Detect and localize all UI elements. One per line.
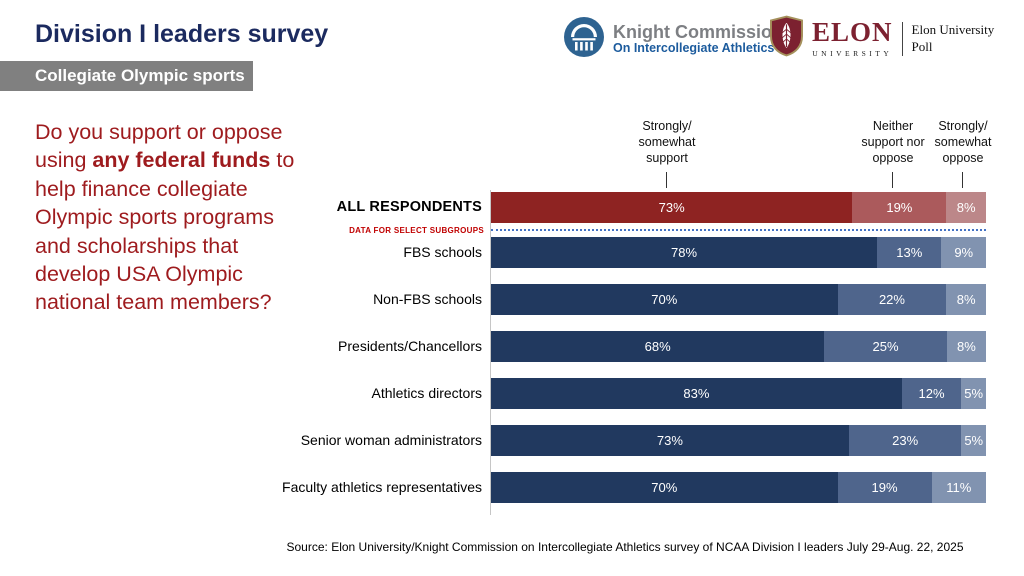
page-title: Division I leaders survey (35, 20, 329, 48)
bar-segment: 83% (491, 378, 902, 409)
knight-rotunda-icon (563, 16, 605, 63)
row-label: Non-FBS schools (373, 291, 482, 307)
source-note: Source: Elon University/Knight Commissio… (286, 540, 964, 554)
header-tick-oppose (962, 172, 963, 188)
bar-chart-rows: ALL RESPONDENTS 73% 19% 8% DATA FOR SELECT S… (0, 192, 986, 519)
question-pre: Do you support or oppose using (35, 120, 283, 173)
bar-row: ALL RESPONDENTS 73% 19% 8% (0, 192, 986, 223)
elon-name: ELON (812, 17, 893, 47)
row-label: ALL RESPONDENTS (336, 199, 482, 215)
knight-commission-logo: Knight Commission On Intercollegiate Ath… (563, 16, 783, 63)
bar-segment: 9% (941, 237, 986, 268)
bar-segment: 8% (946, 192, 986, 223)
stacked-bar: 78% 13% 9% (491, 237, 986, 268)
row-label: Senior woman administrators (300, 432, 482, 448)
stacked-bar: 70% 19% 11% (491, 472, 986, 503)
bar-segment: 22% (837, 284, 947, 315)
bar-segment: 68% (491, 331, 825, 362)
row-label: FBS schools (403, 244, 482, 260)
bar-segment: 70% (491, 284, 838, 315)
elon-poll-label: Elon University Poll (912, 22, 995, 56)
bar-segment: 19% (837, 472, 932, 503)
bar-segment: 70% (491, 472, 838, 503)
elon-university-poll-logo: ELON UNIVERSITY Elon University Poll (770, 15, 994, 62)
subgroup-divider-line (491, 229, 986, 231)
bar-segment: 13% (877, 237, 942, 268)
subgroup-divider: DATA FOR SELECT SUBGROUPS (0, 223, 986, 237)
stacked-bar: 70% 22% 8% (491, 284, 986, 315)
topic-banner: Collegiate Olympic sports (0, 61, 253, 91)
subgroup-divider-label: DATA FOR SELECT SUBGROUPS (349, 225, 484, 235)
bar-segment: 73% (491, 425, 849, 456)
elon-wordmark: ELON UNIVERSITY (812, 17, 893, 59)
bar-row: Senior woman administrators 73% 23% 5% (0, 425, 986, 456)
stacked-bar: 68% 25% 8% (491, 331, 986, 362)
column-header-neither: Neither support nor oppose (861, 119, 925, 165)
stacked-bar: 83% 12% 5% (491, 378, 986, 409)
column-header-oppose: Strongly/ somewhat oppose (934, 119, 992, 165)
question-post: to help finance collegiate Olympic sport… (35, 148, 295, 315)
bar-row: Athletics directors 83% 12% 5% (0, 378, 986, 409)
bar-segment: 5% (961, 378, 986, 409)
knight-logo-text: Knight Commission On Intercollegiate Ath… (613, 21, 783, 57)
bar-row: FBS schools 78% 13% 9% (0, 237, 986, 268)
survey-question: Do you support or oppose using any feder… (35, 118, 303, 317)
knight-tagline: On Intercollegiate Athletics (613, 41, 775, 56)
stacked-bar: 73% 19% 8% (491, 192, 986, 223)
bar-row: Presidents/Chancellors 68% 25% 8% (0, 331, 986, 362)
bar-segment: 5% (961, 425, 986, 456)
bar-segment: 73% (491, 192, 853, 223)
chart-axis-line (490, 190, 491, 515)
stacked-bar: 73% 23% 5% (491, 425, 986, 456)
elon-poll-line2: Poll (911, 38, 933, 54)
header-tick-support (666, 172, 667, 188)
column-header-support: Strongly/ somewhat support (638, 119, 696, 165)
bar-segment: 8% (946, 284, 986, 315)
bar-segment: 11% (931, 472, 986, 503)
bar-segment: 25% (824, 331, 947, 362)
knight-name: Knight Commission (613, 21, 783, 42)
bar-segment: 19% (852, 192, 947, 223)
question-emphasis: any federal funds (92, 148, 271, 173)
elon-poll-line1: Elon University (911, 21, 995, 37)
bar-segment: 78% (491, 237, 878, 268)
row-label: Athletics directors (371, 385, 482, 401)
elon-university-label: UNIVERSITY (812, 49, 893, 58)
bar-segment: 23% (848, 425, 962, 456)
elon-shield-icon (770, 15, 803, 62)
row-label: Presidents/Chancellors (338, 338, 482, 354)
bar-segment: 8% (946, 331, 986, 362)
logo-divider (901, 21, 903, 56)
bar-segment: 12% (901, 378, 962, 409)
bar-row: Faculty athletics representatives 70% 19% 1… (0, 472, 986, 503)
header-tick-neither (892, 172, 893, 188)
row-label: Faculty athletics representatives (282, 479, 482, 495)
bar-row: Non-FBS schools 70% 22% 8% (0, 284, 986, 315)
